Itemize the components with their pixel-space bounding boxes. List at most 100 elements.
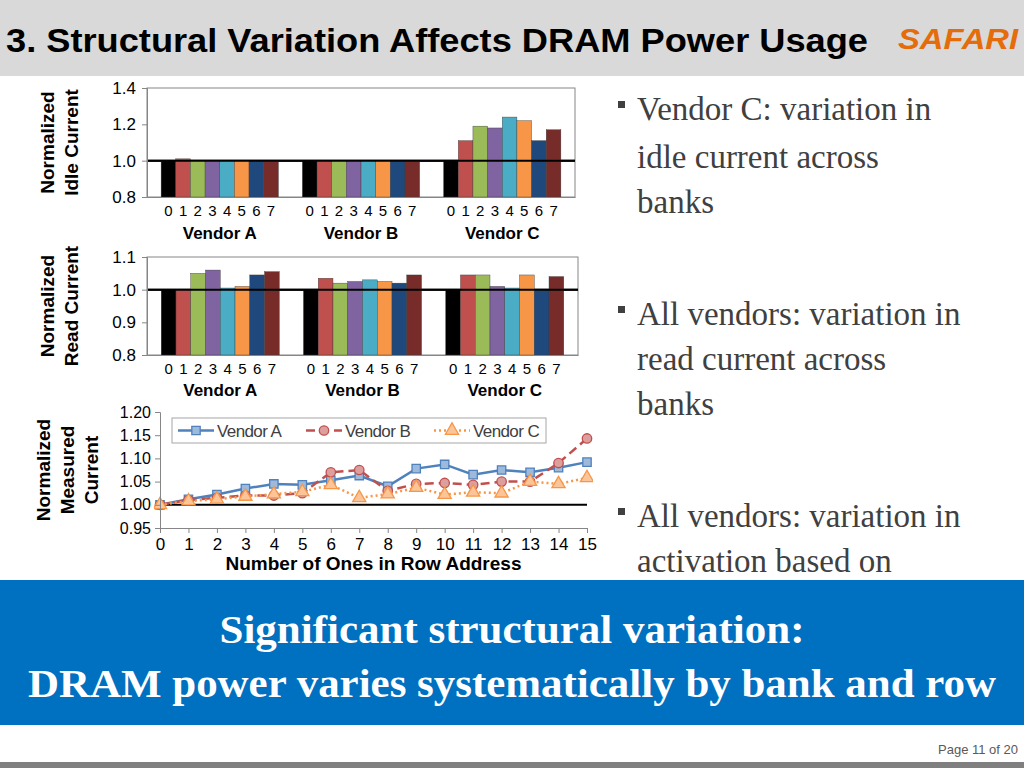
bank-label: 7	[410, 360, 418, 377]
bar	[333, 283, 348, 355]
y-axis-line	[142, 89, 148, 198]
bank-label: 7	[267, 202, 275, 219]
bank-label: 5	[523, 360, 531, 377]
reference-line	[160, 504, 587, 506]
series-marker	[438, 487, 451, 498]
y-tick-mark	[142, 88, 147, 89]
x-tick: 6	[327, 528, 336, 554]
x-tick-mark	[530, 528, 531, 533]
x-tick: 7	[355, 528, 364, 554]
x-axis-line	[148, 197, 576, 198]
bar	[250, 275, 265, 355]
series-marker	[552, 476, 565, 487]
reference-line	[147, 160, 575, 162]
y-tick-label: 1.20	[120, 404, 151, 421]
y-tick: 1.05	[120, 473, 160, 490]
y-tick-label: 1.10	[120, 450, 151, 467]
y-axis: 0.951.001.051.101.151.20	[120, 404, 161, 537]
y-tick: 1.0	[112, 281, 147, 300]
bank-label: 6	[395, 360, 403, 377]
x-tick-label: 7	[355, 535, 364, 554]
bar	[302, 161, 317, 197]
x-tick: 15	[578, 528, 597, 554]
x-tick-label: 12	[493, 535, 512, 554]
series-marker	[469, 470, 477, 478]
legend-label: Vendor C	[473, 422, 539, 441]
bank-label: 6	[253, 360, 261, 377]
bar	[444, 161, 459, 197]
x-tick-mark	[188, 528, 189, 533]
bar	[303, 290, 318, 355]
bar	[176, 290, 191, 355]
series-marker	[353, 490, 366, 501]
bar	[405, 161, 420, 197]
y-tick-mark	[155, 412, 160, 413]
x-tick: Vendor A	[183, 381, 257, 400]
x-tick: 9	[412, 528, 421, 554]
x-tick: 0	[156, 528, 165, 554]
y-axis-title: Normalized	[37, 255, 58, 357]
y-tick: 1.2	[112, 115, 147, 134]
y-axis: 0.80.91.01.1	[112, 248, 147, 365]
bank-label: 4	[505, 202, 513, 219]
series-line	[160, 438, 587, 504]
series-marker	[381, 487, 394, 498]
y-tick-label: 0.95	[120, 520, 151, 537]
series-marker	[523, 474, 536, 485]
y-tick-mark	[142, 355, 147, 356]
y-tick-label: 1.05	[120, 473, 151, 490]
y-tick: 1.4	[112, 79, 147, 98]
y-tick-label: 0.8	[112, 346, 136, 365]
bar	[390, 161, 405, 197]
x-tick-label: 8	[383, 535, 392, 554]
page-number: Page 11 of 20	[938, 742, 1018, 757]
bank-label: 0	[449, 360, 457, 377]
y-tick: 1.20	[120, 404, 160, 421]
y-tick: 1.00	[120, 496, 160, 513]
banner	[0, 580, 1024, 725]
bars	[147, 117, 575, 197]
bar	[205, 161, 220, 197]
x-axis: Vendor AVendor BVendor C	[148, 356, 579, 401]
bank-label: 1	[321, 360, 329, 377]
x-tick: 5	[298, 528, 307, 554]
bar	[549, 277, 564, 355]
y-tick: 0.95	[120, 520, 160, 537]
y-axis-title: Normalized	[37, 91, 58, 193]
y-tick-label: 1.0	[112, 281, 136, 300]
x-tick: 8	[383, 528, 392, 554]
series-marker	[440, 460, 448, 468]
x-tick-label: 10	[436, 535, 455, 554]
y-axis-line	[155, 413, 161, 529]
y-tick-mark	[155, 435, 160, 436]
banner-text: Significant structural variation:	[220, 607, 805, 652]
x-tick-label: 15	[578, 535, 597, 554]
y-tick-mark	[142, 322, 147, 323]
x-tick: 2	[213, 528, 222, 554]
bar	[161, 161, 176, 197]
x-tick-label: 1	[184, 535, 193, 554]
bank-label: 4	[223, 202, 231, 219]
x-axis-line	[148, 355, 579, 356]
bar	[517, 121, 532, 197]
x-tick-mark	[217, 528, 218, 533]
bar	[176, 159, 191, 197]
x-tick-label: Vendor A	[183, 381, 257, 400]
x-tick: Vendor A	[183, 224, 257, 243]
x-axis-title: Number of Ones in Row Address	[226, 553, 522, 574]
bank-label: 0	[306, 202, 314, 219]
bullet-marker	[618, 101, 625, 108]
legend-marker	[319, 426, 328, 435]
bullet-text: banks	[637, 386, 714, 422]
y-tick: 0.9	[112, 313, 147, 332]
bar	[392, 283, 407, 355]
plot-frame	[147, 88, 575, 197]
bank-label: 6	[252, 202, 260, 219]
bar	[502, 117, 517, 197]
x-tick-mark	[502, 528, 503, 533]
x-tick-label: Vendor A	[183, 224, 257, 243]
bank-label: 7	[552, 360, 560, 377]
bank-label: 5	[238, 202, 246, 219]
x-tick-mark	[445, 528, 446, 533]
series-marker	[410, 480, 423, 491]
